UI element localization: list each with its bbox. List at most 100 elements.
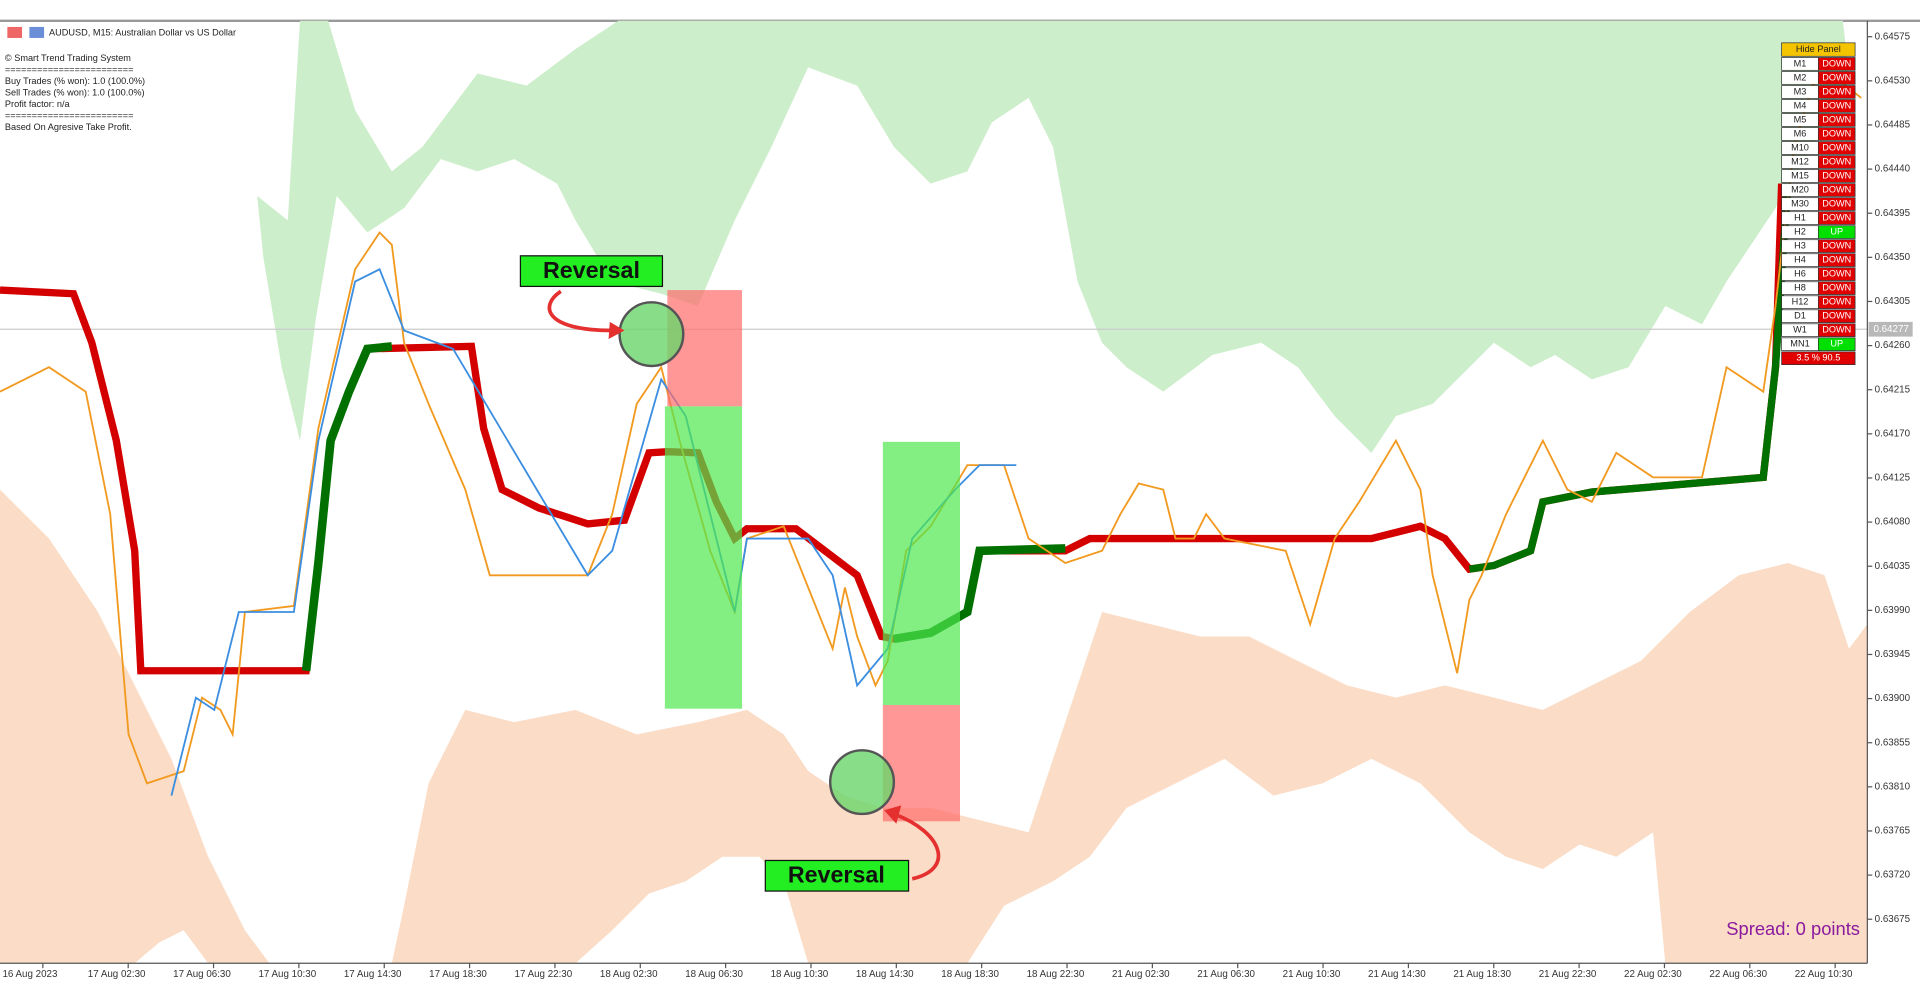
time-label: 18 Aug 02:30 (600, 969, 658, 980)
info-line: ======================== (5, 111, 134, 121)
price-label: 0.64215 (1875, 384, 1911, 395)
direction: DOWN (1822, 100, 1851, 110)
info-line: Sell Trades (% won): 1.0 (100.0%) (5, 88, 145, 98)
info-line: ======================== (5, 65, 134, 75)
timeframe: M6 (1794, 128, 1807, 138)
time-label: 17 Aug 14:30 (344, 969, 402, 980)
direction: DOWN (1822, 213, 1851, 223)
direction-cell (1818, 141, 1856, 155)
time-label: 17 Aug 18:30 (429, 969, 487, 980)
direction-cell (1818, 225, 1856, 239)
annotation-box (764, 859, 910, 892)
hide-panel-button[interactable] (1781, 42, 1856, 57)
direction-cell (1818, 127, 1856, 141)
time-label: 18 Aug 10:30 (771, 969, 829, 980)
direction-cell (1818, 211, 1856, 225)
info-line: Buy Trades (% won): 1.0 (100.0%) (5, 76, 145, 86)
time-label: 21 Aug 06:30 (1197, 969, 1255, 980)
time-label: 17 Aug 02:30 (88, 969, 146, 980)
timeframe: H3 (1794, 241, 1806, 251)
upper-cloud (257, 20, 1849, 453)
reversal-circle (828, 749, 896, 816)
chart-title: AUDUSD, M15: Australian Dollar vs US Dol… (49, 27, 236, 37)
price-label: 0.63945 (1875, 649, 1911, 660)
direction-cell (1818, 113, 1856, 127)
timeframe: H6 (1794, 269, 1806, 279)
timeframe: M15 (1791, 170, 1809, 180)
timeframe: M5 (1794, 114, 1807, 124)
time-label: 21 Aug 02:30 (1112, 969, 1170, 980)
direction: DOWN (1822, 325, 1851, 335)
timeframe: H2 (1794, 227, 1806, 237)
price-label: 0.64035 (1875, 561, 1911, 572)
direction-cell (1818, 309, 1856, 323)
price-label: 0.63990 (1875, 605, 1911, 616)
price-label: 0.64305 (1875, 296, 1911, 307)
time-label: 16 Aug 2023 (2, 969, 58, 980)
take-profit-zone (882, 441, 960, 706)
spread: Spread: 0 points (1726, 918, 1860, 939)
annotation-arrow (893, 812, 941, 881)
info-line: Based On Agresive Take Profit. (5, 122, 132, 132)
annotation-arrowhead (884, 805, 902, 824)
direction: DOWN (1822, 170, 1851, 180)
time-label: 17 Aug 10:30 (258, 969, 316, 980)
reversal-circle (618, 301, 685, 368)
time-label: 18 Aug 06:30 (685, 969, 743, 980)
info-line: © Smart Trend Trading System (5, 53, 131, 63)
price-label: 0.63765 (1875, 826, 1911, 837)
timeframe: H8 (1794, 283, 1806, 293)
annotation-arrow (547, 289, 613, 333)
direction: DOWN (1822, 241, 1851, 251)
timeframe: M2 (1794, 72, 1807, 82)
direction: DOWN (1822, 142, 1851, 152)
price-label: 0.63675 (1875, 914, 1911, 925)
time-label: 17 Aug 06:30 (173, 969, 231, 980)
timeframe: MN1 (1790, 339, 1809, 349)
direction-cell (1818, 197, 1856, 211)
lower-cloud (0, 489, 1868, 964)
timeframe: H1 (1794, 213, 1806, 223)
annotation: Reversal (543, 257, 640, 283)
time-label: 22 Aug 02:30 (1624, 969, 1682, 980)
price-label: 0.64260 (1875, 340, 1911, 351)
direction: DOWN (1822, 114, 1851, 124)
timeframe: M10 (1791, 142, 1809, 152)
annotation-box (519, 255, 664, 288)
time-label: 21 Aug 18:30 (1453, 969, 1511, 980)
direction-cell (1818, 169, 1856, 183)
direction: DOWN (1822, 283, 1851, 293)
direction-cell (1818, 85, 1856, 99)
timeframe: M4 (1794, 100, 1807, 110)
annotation: Reversal (788, 862, 885, 888)
price-label: 0.64575 (1875, 31, 1911, 42)
stop-loss-zone (882, 705, 960, 822)
direction: DOWN (1822, 184, 1851, 194)
direction: DOWN (1822, 156, 1851, 166)
direction-cell (1818, 323, 1856, 337)
direction-cell (1818, 239, 1856, 253)
icon (7, 26, 23, 38)
price-label: 0.64125 (1875, 473, 1911, 484)
trend-band-up (301, 342, 393, 672)
direction: DOWN (1822, 269, 1851, 279)
trend-band-up (1468, 183, 1792, 573)
info-line: Profit factor: n/a (5, 99, 71, 109)
price-label: 0.64440 (1875, 164, 1911, 175)
direction: UP (1830, 227, 1843, 237)
direction-cell (1818, 281, 1856, 295)
direction-cell (1818, 155, 1856, 169)
direction: DOWN (1822, 311, 1851, 321)
timeframe: M1 (1794, 58, 1807, 68)
take-profit-zone (664, 406, 743, 709)
price-label: 0.64395 (1875, 208, 1911, 219)
direction: DOWN (1822, 58, 1851, 68)
direction-cell (1818, 295, 1856, 309)
price-label: 0.64350 (1875, 252, 1911, 263)
direction-cell (1818, 337, 1856, 351)
panel-footer (1781, 351, 1856, 365)
hide-panel-label: Hide Panel (1796, 44, 1841, 54)
time-label: 22 Aug 06:30 (1709, 969, 1767, 980)
